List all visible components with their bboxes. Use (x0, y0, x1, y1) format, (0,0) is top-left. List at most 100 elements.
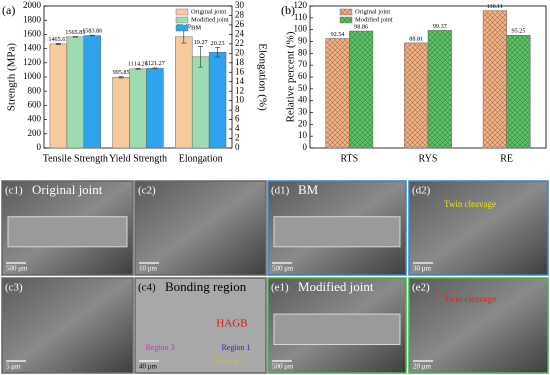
panel-title: Modified joint (298, 279, 374, 294)
x-tick-label: Yield Strength (109, 153, 167, 164)
y-tick-label: 1600 (23, 28, 42, 38)
y2-tick-label: 14 (235, 76, 245, 86)
error-bar (152, 67, 158, 70)
error-bar (118, 76, 124, 79)
value-label: 1583.86 (82, 28, 102, 35)
micrograph (1, 277, 134, 374)
panel-label: (c2) (138, 185, 156, 197)
error-bar (55, 43, 61, 45)
panel-title: BM (298, 182, 319, 197)
y-tick-label: 120 (294, 0, 308, 10)
scale-label: 500 μm (272, 265, 294, 273)
value-label: 1465.67 (48, 36, 68, 43)
value-label: 1121.27 (145, 60, 165, 67)
panel-label: (d1) (271, 185, 290, 197)
x-tick-label: Elongation (179, 153, 223, 164)
scale-label: 10 μm (139, 265, 158, 273)
value-label: 1114.26 (128, 61, 148, 68)
legend-label: Modified joint (191, 16, 229, 23)
value-label: 1565.83 (65, 29, 85, 36)
error-bar (198, 46, 204, 68)
y-tick-label: 110 (294, 12, 308, 22)
y-tick-label: 20 (298, 118, 308, 128)
value-label: 99.37 (433, 23, 447, 30)
micrograph (408, 180, 549, 276)
bar (191, 56, 210, 149)
specimen (273, 313, 401, 346)
panel-title: Original joint (32, 182, 103, 197)
panel-title: Bonding region (165, 279, 247, 294)
y-tick-label: 1400 (23, 43, 42, 53)
legend-swatch (175, 24, 189, 32)
annotation: Twin cleavage (444, 199, 496, 209)
y2-tick-label: 30 (235, 0, 245, 10)
x-tick-label: RE (500, 153, 513, 164)
annotation: Region 1 (221, 343, 250, 352)
y2-tick-label: 26 (235, 19, 245, 29)
value-label: 88.81 (409, 35, 423, 42)
bar (146, 68, 164, 149)
annotation: Region 2 (215, 357, 244, 366)
y2-tick-label: 20 (235, 47, 245, 57)
scale-label: 30 μm (413, 265, 432, 273)
scale-label: 20 μm (413, 363, 432, 371)
y2-tick-label: 12 (235, 85, 244, 95)
legend-label: Original joint (355, 8, 390, 15)
bar (175, 36, 193, 149)
bar (83, 35, 101, 149)
x-tick-label: Tensile Strength (43, 153, 108, 164)
annotation: Region 3 (145, 343, 174, 352)
scale-label: 500 μm (6, 265, 28, 273)
micrograph (134, 277, 267, 374)
panel-label: (b) (281, 3, 295, 17)
legend-label: Original joint (191, 8, 226, 15)
y-tick-label: 90 (298, 36, 308, 46)
value-label: 116.11 (487, 3, 504, 10)
legend-swatch (339, 16, 353, 24)
y-tick-label: 60 (298, 71, 308, 81)
bar (506, 35, 531, 149)
value-label: 92.54 (331, 31, 345, 38)
y-tick-label: 0 (303, 142, 308, 152)
y2-tick-label: 2 (235, 133, 240, 143)
x-tick-label: RTS (340, 153, 358, 164)
panel-label: (e1) (271, 282, 289, 294)
y-tick-label: 1800 (23, 14, 42, 24)
bar (112, 77, 130, 149)
scale-label: 40 μm (139, 363, 158, 371)
value-label: 95.25 (512, 28, 526, 35)
y2-tick-label: 28 (235, 10, 245, 20)
annotation: HAGB (216, 318, 247, 330)
y2-axis-label: Elongation (%) (256, 43, 268, 111)
error-bar (215, 47, 221, 58)
value-label: 19.27 (194, 39, 208, 46)
y2-tick-label: 22 (235, 38, 244, 48)
y-tick-label: 800 (28, 85, 42, 95)
scale-label: 5 μm (6, 363, 21, 371)
panel-label: (e2) (412, 282, 430, 294)
panel-label: (c3) (5, 282, 23, 294)
y2-tick-label: 10 (235, 95, 245, 105)
y-tick-label: 30 (298, 107, 308, 117)
specimen (7, 216, 128, 248)
bar (66, 36, 85, 149)
legend-swatch (175, 16, 189, 24)
specimen (273, 216, 401, 248)
value-label: 995.85 (113, 69, 130, 76)
y2-tick-label: 0 (235, 142, 240, 152)
y-tick-label: 400 (28, 114, 42, 124)
panel-label: (c4) (138, 282, 156, 294)
bar (427, 30, 452, 149)
y2-tick-label: 6 (235, 114, 240, 124)
y-tick-label: 70 (298, 59, 308, 69)
panel-label: (a) (2, 3, 15, 17)
bar (208, 51, 227, 149)
micrograph (408, 277, 549, 374)
annotation: Twin cleavage (444, 294, 496, 304)
legend-swatch (175, 8, 189, 16)
y2-tick-label: 4 (235, 123, 240, 133)
y-tick-label: 50 (298, 83, 308, 93)
panel-label: (c1) (5, 185, 23, 197)
